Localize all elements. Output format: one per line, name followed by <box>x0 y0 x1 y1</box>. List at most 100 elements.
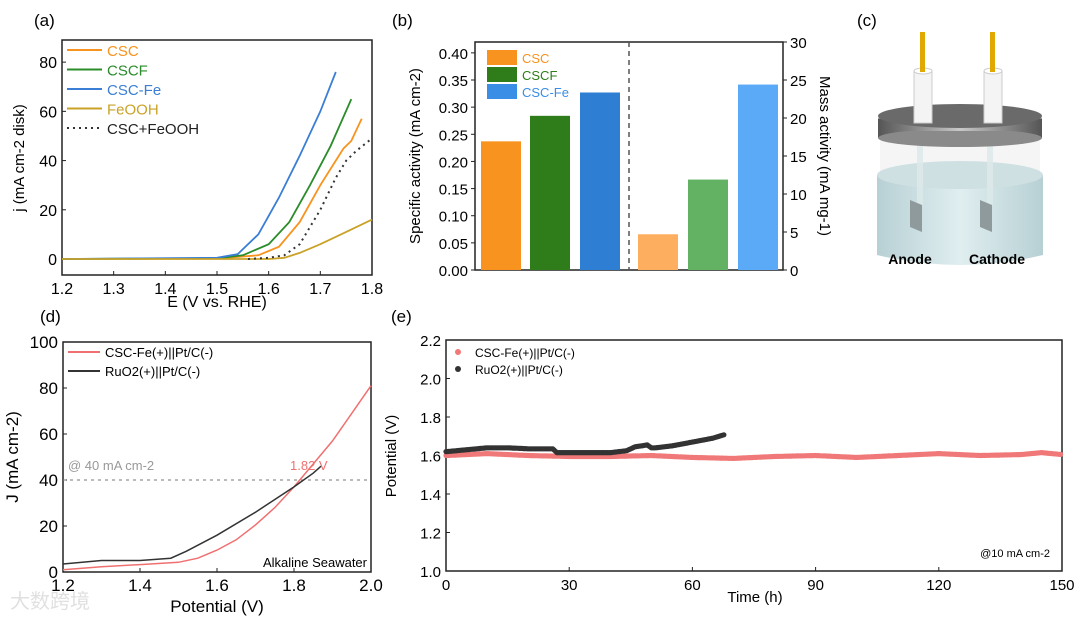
y2-tick-label: 20 <box>790 111 807 128</box>
electrolysis-cell-diagram: Anode Cathode <box>877 32 1043 267</box>
cathode-wire <box>990 32 995 72</box>
y-tick-label: 1.6 <box>420 449 441 466</box>
bar-specific-csc-fe <box>580 92 620 270</box>
legend-label: FeOOH <box>107 102 159 119</box>
data-point <box>721 432 727 438</box>
y-tick-label: 20 <box>39 517 58 536</box>
legend-label: CSC-Fe(+)||Pt/C(-) <box>475 346 575 360</box>
watermark: 大数跨境 <box>10 590 90 613</box>
y-tick-label: 80 <box>39 379 58 398</box>
series-points-csc-fe <box>443 450 1064 461</box>
legend-label: CSC+FeOOH <box>107 121 199 138</box>
legend-label: CSCF <box>522 68 557 83</box>
x-tick-label: 90 <box>807 577 824 594</box>
y-tick-label: 80 <box>39 55 57 72</box>
x-tick-label: 1.4 <box>128 576 152 595</box>
x-tick-label: 1.8 <box>361 281 383 298</box>
x-tick-label: 60 <box>684 577 701 594</box>
panel-label-d: (d) <box>40 307 61 326</box>
x-tick-label: 150 <box>1049 577 1074 594</box>
reference-label: @ 40 mA cm-2 <box>68 458 154 473</box>
y-axis-label: j (mA cm-2 disk) <box>11 104 28 213</box>
series-line-cscf <box>61 98 353 260</box>
data-point <box>1058 451 1064 457</box>
bar-mass-cscf <box>688 179 728 270</box>
y2-tick-label: 10 <box>790 187 807 204</box>
anode-label: Anode <box>888 251 932 267</box>
cathode-label: Cathode <box>969 251 1025 267</box>
legend-label: CSC <box>522 51 549 66</box>
y-tick-label: 0.30 <box>439 100 468 117</box>
series-line-csc-fe <box>61 71 337 260</box>
y2-tick-label: 25 <box>790 73 807 90</box>
x-axis-label: Potential (V) <box>170 597 264 616</box>
legend-marker <box>455 349 461 355</box>
y-tick-label: 2.2 <box>420 333 441 350</box>
y-tick-label: 100 <box>30 333 58 352</box>
legend-swatch <box>487 84 517 99</box>
x-tick-label: 1.2 <box>51 576 75 595</box>
x-tick-label: 1.6 <box>205 576 229 595</box>
bar-mass-csc-fe <box>738 84 778 270</box>
y-tick-label: 0.25 <box>439 127 468 144</box>
x-axis-label: E (V vs. RHE) <box>167 294 267 311</box>
y-axis-label: Specific activity (mA cm-2) <box>407 68 424 244</box>
y-tick-label: 1.2 <box>420 526 441 543</box>
legend-label: RuO2(+)||Pt/C(-) <box>475 363 563 377</box>
y-tick-label: 0.20 <box>439 154 468 171</box>
x-axis-label: Time (h) <box>727 589 782 606</box>
series-points-ruo2 <box>443 432 727 456</box>
y-tick-label: 1.4 <box>420 487 441 504</box>
chart-a: 1.2 1.3 1.4 1.5 1.6 1.7 1.8 0 20 40 60 80 CSC CSCF CSC… <box>11 39 383 311</box>
y-tick-label: 2.0 <box>420 372 441 389</box>
legend-label: CSC-Fe <box>107 82 161 99</box>
x-tick-label: 1.2 <box>51 281 73 298</box>
anode-wire <box>920 32 925 72</box>
current-density-label: @10 mA cm-2 <box>980 548 1050 560</box>
y-tick-label: 0 <box>49 563 58 582</box>
series-line-csc-feooh <box>247 137 373 260</box>
x-tick-label: 30 <box>561 577 578 594</box>
bar-specific-csc <box>481 141 521 270</box>
series-line-feooh <box>62 218 373 260</box>
y-tick-label: 1.8 <box>420 410 441 427</box>
bar-specific-cscf <box>530 115 570 270</box>
bar-mass-csc <box>638 234 678 270</box>
y2-tick-label: 30 <box>790 35 807 52</box>
electrolyte-label: Alkaline Seawater <box>263 555 368 570</box>
y2-tick-label: 0 <box>790 263 798 280</box>
legend-label: RuO2(+)||Pt/C(-) <box>105 364 200 379</box>
y-tick-label: 0.15 <box>439 182 468 199</box>
y2-axis-label: Mass activity (mA mg-1) <box>816 76 833 236</box>
cathode-electrode <box>980 200 992 232</box>
x-tick-label: 1.8 <box>282 576 306 595</box>
chart-e: 0 30 60 90 120 150 1.0 1.2 1.4 1.6 1.8 2.0 2.2 CSC-Fe… <box>383 333 1075 606</box>
y-tick-label: 0 <box>48 252 57 269</box>
panel-label-e: (e) <box>391 307 412 326</box>
panel-label-c: (c) <box>857 11 877 30</box>
x-tick-label: 1.3 <box>103 281 125 298</box>
y2-tick-label: 15 <box>790 149 807 166</box>
crossing-label: 1.82 V <box>290 458 328 473</box>
y-tick-label: 40 <box>39 471 58 490</box>
series-line-csc-fe <box>62 385 372 571</box>
legend-marker <box>455 366 461 372</box>
chart-b: 0.00 0.05 0.10 0.15 0.20 0.25 0.30 0.35 0.40 0 5 10… <box>407 35 833 280</box>
x-tick-label: 1.4 <box>154 281 176 298</box>
y-tick-label: 0.40 <box>439 46 468 63</box>
y-axis-label: Potential (V) <box>383 415 400 498</box>
panel-label-b: (b) <box>392 11 413 30</box>
x-tick-label: 1.5 <box>206 281 228 298</box>
anode-electrode <box>910 200 922 232</box>
y-tick-label: 20 <box>39 203 57 220</box>
legend-label: CSCF <box>107 63 148 80</box>
legend-label: CSC-Fe(+)||Pt/C(-) <box>105 345 213 360</box>
y-tick-label: 40 <box>39 154 57 171</box>
y-tick-label: 1.0 <box>420 564 441 581</box>
series-line-ruo2 <box>62 465 322 565</box>
legend-swatch <box>487 50 517 65</box>
y-tick-label: 60 <box>39 104 57 121</box>
y-tick-label: 0.00 <box>439 263 468 280</box>
x-tick-label: 0 <box>442 577 450 594</box>
